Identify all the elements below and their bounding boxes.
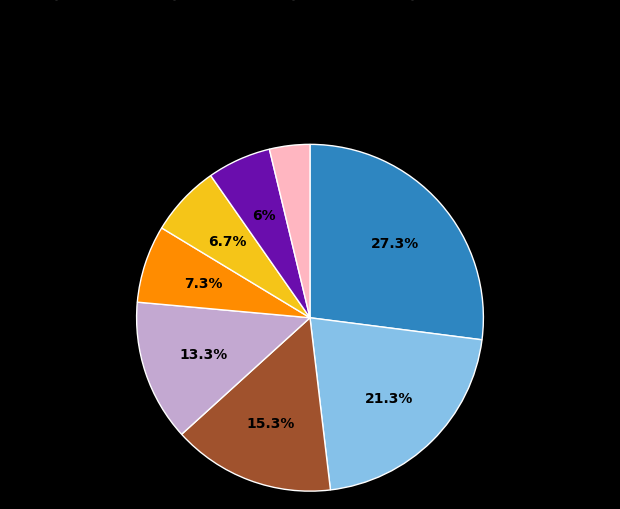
Wedge shape (136, 302, 310, 435)
Text: 6%: 6% (252, 209, 275, 222)
Wedge shape (162, 176, 310, 318)
Wedge shape (310, 145, 484, 340)
Wedge shape (310, 318, 482, 490)
Text: 7.3%: 7.3% (184, 276, 222, 290)
Text: 15.3%: 15.3% (246, 416, 294, 431)
Wedge shape (269, 145, 310, 318)
Legend: £300k-£400k, £250k-£300k, £200k-£250k, £400k-£500k, £150k-£200k, £100k-£150k, £5: £300k-£400k, £250k-£300k, £200k-£250k, £… (43, 0, 511, 1)
Text: 27.3%: 27.3% (371, 237, 419, 251)
Text: 21.3%: 21.3% (365, 391, 414, 405)
Wedge shape (182, 318, 330, 491)
Wedge shape (137, 229, 310, 318)
Text: 13.3%: 13.3% (179, 347, 228, 361)
Wedge shape (211, 150, 310, 318)
Text: 6.7%: 6.7% (208, 234, 247, 248)
